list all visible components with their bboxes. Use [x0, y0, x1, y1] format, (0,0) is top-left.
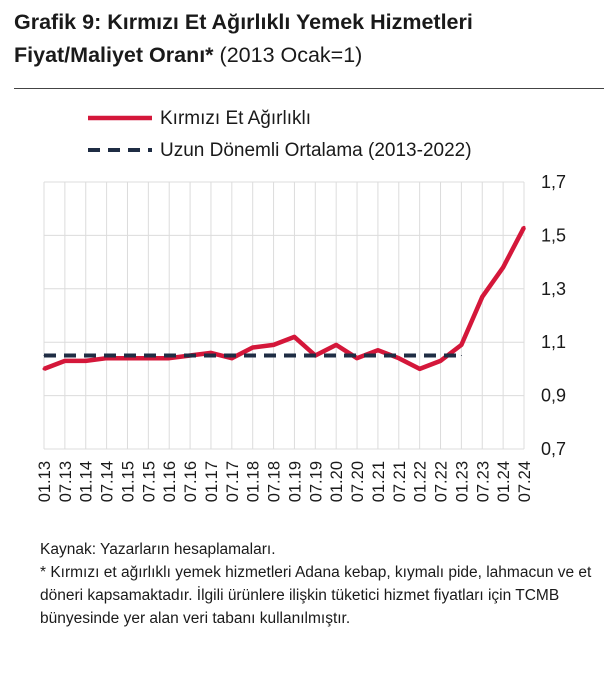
source-note: Kaynak: Yazarların hesaplamaları.: [40, 541, 276, 558]
average-data-point: [43, 355, 45, 357]
y-axis-labels: 0,7 0,9 1,1 1,3 1,5 1,7: [541, 172, 566, 459]
main-data-point: [376, 348, 380, 352]
series-lines: [42, 225, 526, 372]
main-data-point: [418, 367, 422, 371]
x-tick-label: 01.19: [286, 461, 304, 502]
x-tick-label: 07.21: [391, 461, 409, 502]
x-tick-label: 01.24: [495, 461, 513, 502]
main-data-point: [439, 359, 443, 363]
x-tick-label: 01.20: [328, 461, 346, 502]
x-tick-label: 07.23: [474, 461, 492, 502]
x-tick-label: 07.16: [182, 461, 200, 502]
chart-notes: Kaynak: Yazarların hesaplamaları. * Kırm…: [40, 538, 600, 630]
x-axis-labels: 01.13 07.13 01.14 07.14 01.15 07.15 01.16 07.16…: [36, 461, 534, 502]
title-divider: [14, 88, 604, 89]
legend-label: Kırmızı Et Ağırlıklı: [160, 108, 311, 129]
main-data-point: [459, 343, 463, 347]
x-tick-label: 07.19: [307, 461, 325, 502]
main-data-point: [42, 367, 46, 371]
main-data-point: [522, 225, 526, 229]
y-tick-label: 1,1: [541, 332, 566, 352]
x-tick-label: 01.21: [370, 461, 388, 502]
footnote: * Kırmızı et ağırlıklı yemek hizmetleri …: [40, 564, 592, 627]
main-data-point: [334, 343, 338, 347]
main-data-point: [501, 265, 505, 269]
x-tick-label: 01.16: [161, 461, 179, 502]
x-tick-label: 07.17: [224, 461, 242, 502]
average-data-point: [460, 355, 462, 357]
x-tick-label: 01.22: [412, 461, 430, 502]
main-data-point: [84, 359, 88, 363]
legend: Kırmızı Et Ağırlıklı Uzun Dönemli Ortalam…: [88, 108, 472, 161]
x-tick-label: 07.14: [99, 461, 117, 502]
x-tick-label: 07.18: [266, 461, 284, 502]
x-tick-label: 07.13: [57, 461, 75, 502]
x-tick-label: 01.18: [245, 461, 263, 502]
x-tick-label: 01.17: [203, 461, 221, 502]
x-tick-label: 01.14: [78, 461, 96, 502]
x-tick-label: 07.22: [433, 461, 451, 502]
y-tick-label: 1,3: [541, 279, 566, 299]
x-tick-label: 01.15: [119, 461, 137, 502]
x-tick-label: 07.24: [516, 461, 534, 502]
main-series-line: [43, 226, 526, 372]
main-data-point: [397, 356, 401, 360]
main-data-point: [63, 359, 67, 363]
chart-title-main: Grafik 9: Kırmızı Et Ağırlıklı Yemek Hiz…: [14, 10, 473, 67]
main-data-point: [292, 335, 296, 339]
x-tick-label: 01.23: [453, 461, 471, 502]
chart-title: Grafik 9: Kırmızı Et Ağırlıklı Yemek Hiz…: [14, 6, 604, 72]
line-chart: Kırmızı Et Ağırlıklı Uzun Dönemli Ortalam…: [36, 108, 566, 502]
main-data-point: [355, 356, 359, 360]
x-tick-label: 07.20: [349, 461, 367, 502]
main-data-point: [251, 346, 255, 350]
legend-label: Uzun Dönemli Ortalama (2013-2022): [160, 140, 472, 161]
x-tick-label: 01.13: [36, 461, 54, 502]
y-tick-label: 1,5: [541, 225, 566, 245]
main-data-point: [272, 343, 276, 347]
x-tick-label: 07.15: [140, 461, 158, 502]
chart-title-base: (2013 Ocak=1): [219, 43, 363, 67]
y-tick-label: 0,9: [541, 386, 566, 406]
y-tick-label: 1,7: [541, 172, 566, 192]
grid-lines: [43, 181, 525, 450]
main-data-point: [480, 295, 484, 299]
y-tick-label: 0,7: [541, 439, 566, 459]
